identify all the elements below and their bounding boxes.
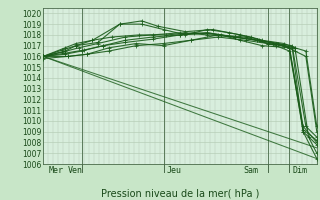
Text: Ven: Ven — [68, 166, 83, 175]
Text: Sam: Sam — [243, 166, 258, 175]
Text: Dim: Dim — [292, 166, 307, 175]
Text: Jeu: Jeu — [166, 166, 181, 175]
Text: Mer: Mer — [49, 166, 64, 175]
Text: Pression niveau de la mer( hPa ): Pression niveau de la mer( hPa ) — [101, 188, 259, 198]
